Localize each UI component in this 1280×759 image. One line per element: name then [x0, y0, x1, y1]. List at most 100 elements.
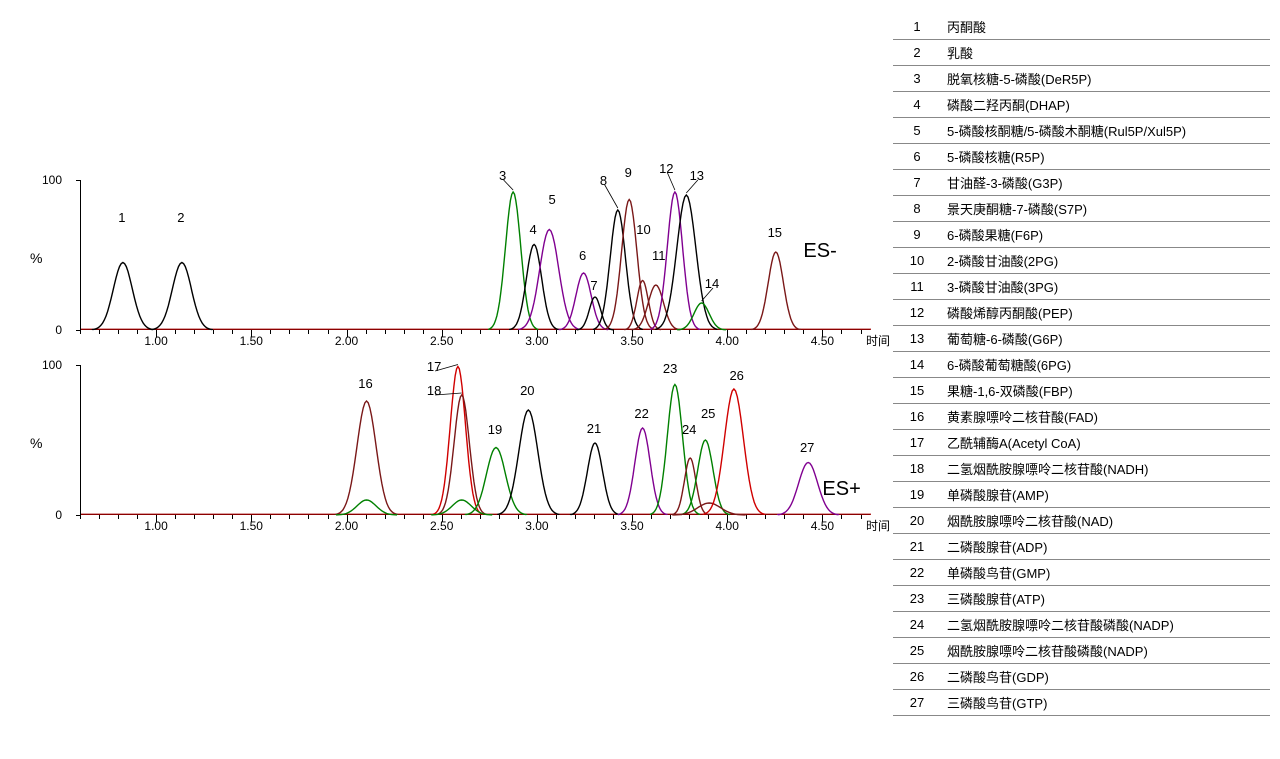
legend-row: 13葡萄糖-6-磷酸(G6P) [893, 326, 1270, 352]
legend-number: 21 [893, 534, 941, 560]
legend-row: 1丙酮酸 [893, 14, 1270, 40]
legend-number: 6 [893, 144, 941, 170]
legend-row: 21二磷酸腺苷(ADP) [893, 534, 1270, 560]
legend-row: 4磷酸二羟丙酮(DHAP) [893, 92, 1270, 118]
y-tick-label: 0 [38, 508, 62, 522]
x-tick-label: 4.00 [716, 519, 739, 533]
chromatogram-es-neg: 0100%1.001.502.002.503.003.504.004.50时间1… [20, 180, 890, 360]
legend-row: 65-磷酸核糖(R5P) [893, 144, 1270, 170]
x-tick-label: 2.00 [335, 334, 358, 348]
legend-name: 乳酸 [941, 40, 1270, 66]
legend-name: 二氢烟酰胺腺嘌呤二核苷酸(NADH) [941, 456, 1270, 482]
peak-label: 7 [590, 278, 597, 293]
legend-number: 26 [893, 664, 941, 690]
legend-name: 果糖-1,6-双磷酸(FBP) [941, 378, 1270, 404]
y-axis-symbol: % [30, 250, 42, 266]
legend-row: 102-磷酸甘油酸(2PG) [893, 248, 1270, 274]
legend-row: 27三磷酸鸟苷(GTP) [893, 690, 1270, 716]
ionization-mode-label: ES- [803, 240, 836, 263]
peak-label: 9 [625, 165, 632, 180]
chromatogram-panel: 0100%1.001.502.002.503.003.504.004.50时间1… [10, 10, 893, 749]
legend-name: 脱氧核糖-5-磷酸(DeR5P) [941, 66, 1270, 92]
x-tick-label: 1.50 [240, 519, 263, 533]
legend-number: 14 [893, 352, 941, 378]
peaks-svg [81, 365, 871, 515]
legend-name: 丙酮酸 [941, 14, 1270, 40]
peak-label: 22 [634, 406, 648, 421]
legend-number: 12 [893, 300, 941, 326]
legend-number: 25 [893, 638, 941, 664]
y-tick-label: 0 [38, 323, 62, 337]
x-tick-label: 2.50 [430, 334, 453, 348]
legend-row: 7甘油醛-3-磷酸(G3P) [893, 170, 1270, 196]
legend-name: 二磷酸腺苷(ADP) [941, 534, 1270, 560]
peak-label: 5 [548, 192, 555, 207]
peak-label: 8 [600, 173, 607, 188]
peak-label: 27 [800, 440, 814, 455]
x-tick-label: 3.50 [620, 334, 643, 348]
legend-row: 25烟酰胺腺嘌呤二核苷酸磷酸(NADP) [893, 638, 1270, 664]
legend-number: 17 [893, 430, 941, 456]
legend-number: 13 [893, 326, 941, 352]
legend-row: 146-磷酸葡萄糖酸(6PG) [893, 352, 1270, 378]
x-tick-label: 1.50 [240, 334, 263, 348]
legend-name: 景天庚酮糖-7-磷酸(S7P) [941, 196, 1270, 222]
x-tick-label: 4.50 [811, 519, 834, 533]
peak-label: 24 [682, 422, 696, 437]
legend-name: 二磷酸鸟苷(GDP) [941, 664, 1270, 690]
legend-row: 8景天庚酮糖-7-磷酸(S7P) [893, 196, 1270, 222]
legend-name: 6-磷酸葡萄糖酸(6PG) [941, 352, 1270, 378]
legend-name: 黄素腺嘌呤二核苷酸(FAD) [941, 404, 1270, 430]
legend-row: 26二磷酸鸟苷(GDP) [893, 664, 1270, 690]
legend-number: 23 [893, 586, 941, 612]
peak-label: 12 [659, 161, 673, 176]
peak-label: 6 [579, 248, 586, 263]
legend-number: 9 [893, 222, 941, 248]
x-tick-label: 3.00 [525, 334, 548, 348]
peak-label: 21 [587, 421, 601, 436]
peak-label: 25 [701, 406, 715, 421]
peak-label: 10 [636, 222, 650, 237]
legend-name: 三磷酸鸟苷(GTP) [941, 690, 1270, 716]
peak-label: 20 [520, 383, 534, 398]
peak-label: 4 [529, 222, 536, 237]
legend-name: 单磷酸腺苷(AMP) [941, 482, 1270, 508]
x-tick-label: 1.00 [144, 519, 167, 533]
y-axis-symbol: % [30, 435, 42, 451]
legend-row: 96-磷酸果糖(F6P) [893, 222, 1270, 248]
legend-row: 2乳酸 [893, 40, 1270, 66]
peak-label: 15 [768, 225, 782, 240]
legend-number: 8 [893, 196, 941, 222]
legend-row: 55-磷酸核酮糖/5-磷酸木酮糖(Rul5P/Xul5P) [893, 118, 1270, 144]
peak-label: 16 [358, 376, 372, 391]
peak-label: 11 [652, 248, 666, 263]
legend-row: 113-磷酸甘油酸(3PG) [893, 274, 1270, 300]
legend-name: 磷酸二羟丙酮(DHAP) [941, 92, 1270, 118]
x-axis-label: 时间 [866, 332, 890, 349]
legend-name: 3-磷酸甘油酸(3PG) [941, 274, 1270, 300]
x-tick-label: 3.00 [525, 519, 548, 533]
legend-number: 27 [893, 690, 941, 716]
legend-number: 24 [893, 612, 941, 638]
legend-row: 17乙酰辅酶A(Acetyl CoA) [893, 430, 1270, 456]
legend-number: 15 [893, 378, 941, 404]
legend-number: 7 [893, 170, 941, 196]
legend-name: 烟酰胺腺嘌呤二核苷酸磷酸(NADP) [941, 638, 1270, 664]
peak-label: 1 [118, 210, 125, 225]
legend-name: 烟酰胺腺嘌呤二核苷酸(NAD) [941, 508, 1270, 534]
peak-label: 2 [177, 210, 184, 225]
legend-number: 4 [893, 92, 941, 118]
x-tick-label: 3.50 [620, 519, 643, 533]
peak-label: 23 [663, 361, 677, 376]
legend-number: 20 [893, 508, 941, 534]
legend-number: 2 [893, 40, 941, 66]
legend-name: 2-磷酸甘油酸(2PG) [941, 248, 1270, 274]
x-tick-label: 4.00 [716, 334, 739, 348]
legend-row: 20烟酰胺腺嘌呤二核苷酸(NAD) [893, 508, 1270, 534]
legend-number: 19 [893, 482, 941, 508]
x-tick-label: 1.00 [144, 334, 167, 348]
y-tick-label: 100 [38, 358, 62, 372]
legend-row: 3脱氧核糖-5-磷酸(DeR5P) [893, 66, 1270, 92]
legend-row: 18二氢烟酰胺腺嘌呤二核苷酸(NADH) [893, 456, 1270, 482]
legend-number: 18 [893, 456, 941, 482]
